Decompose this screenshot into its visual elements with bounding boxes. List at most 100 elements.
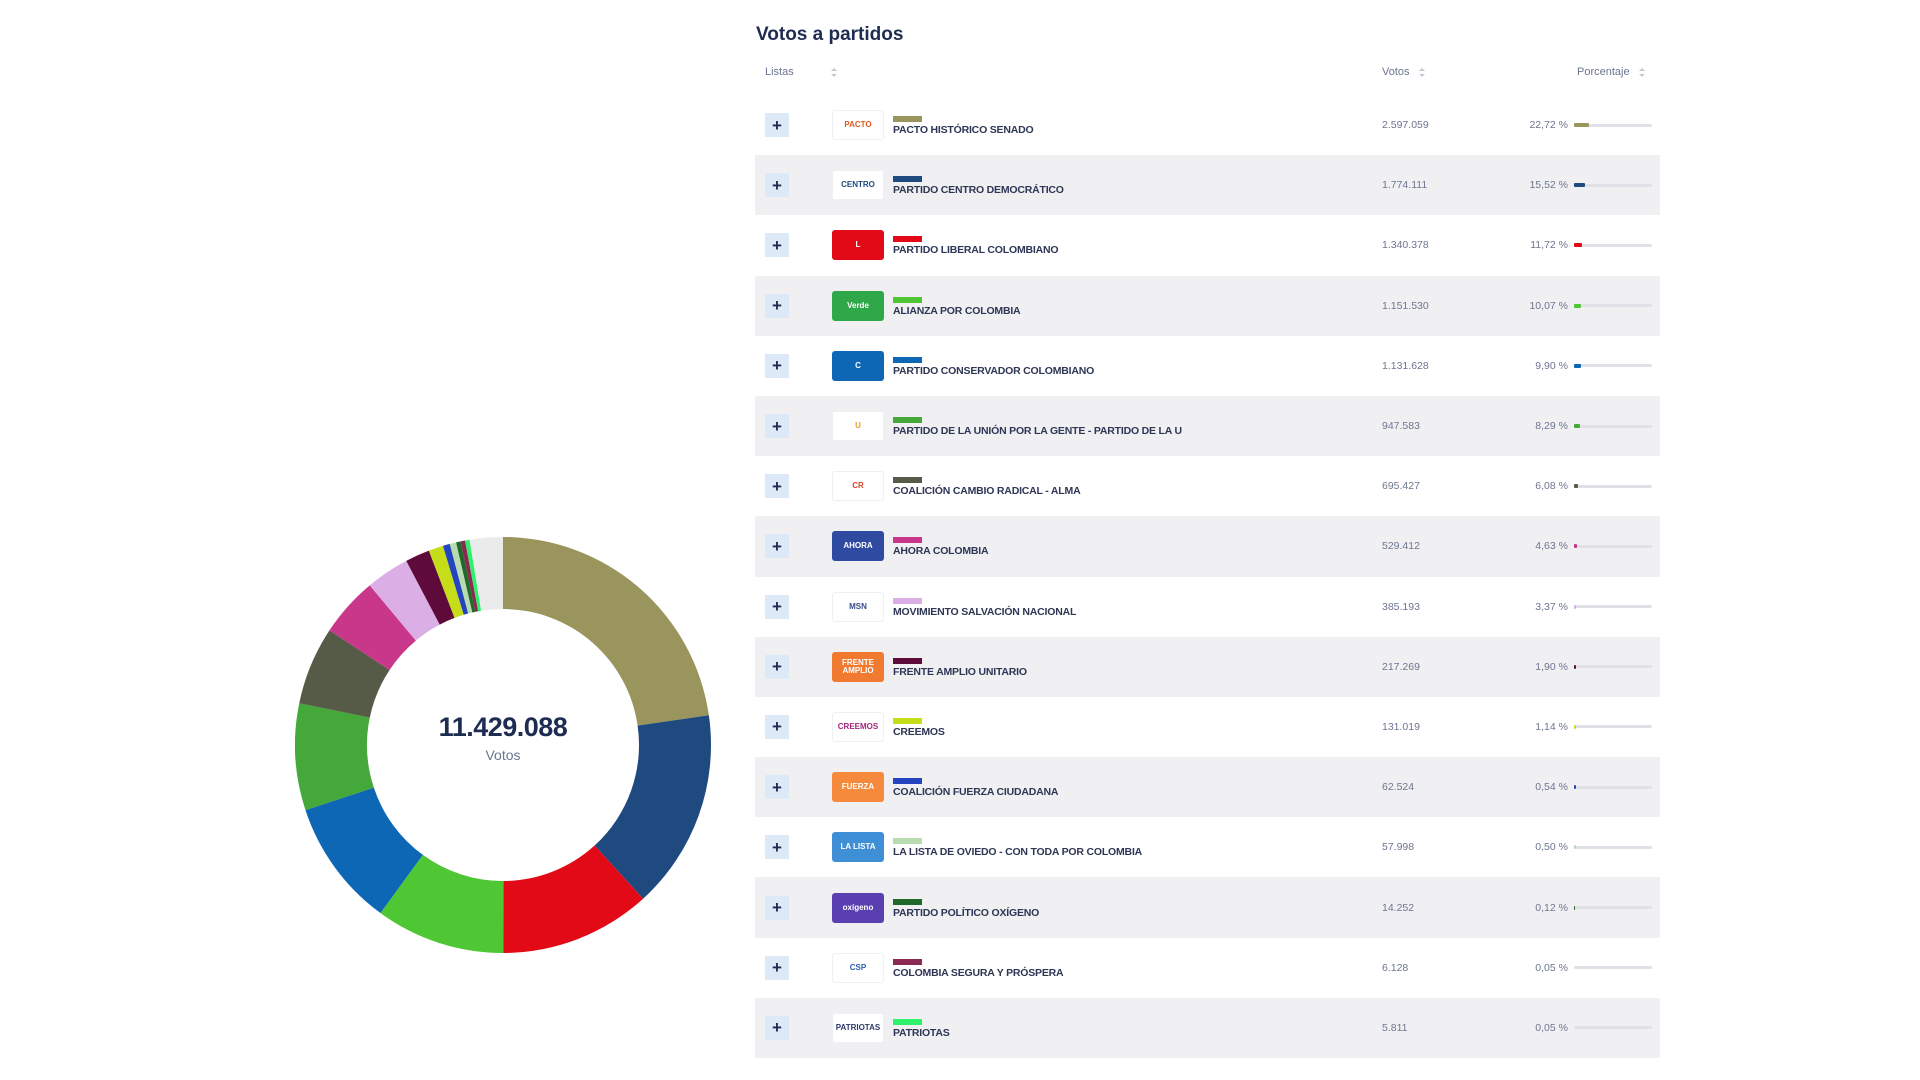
- table-row: + PATRIOTAS PATRIOTAS 5.811 0,05 %: [755, 997, 1660, 1058]
- expand-row-button[interactable]: +: [765, 714, 789, 739]
- table-row: + oxígeno PARTIDO POLÍTICO OXÍGENO 14.25…: [755, 877, 1660, 938]
- party-logo: CR: [832, 471, 884, 502]
- percentage-bar: [1574, 1025, 1652, 1030]
- party-color-swatch: [893, 176, 922, 183]
- table-row: + FRENTE AMPLIO FRENTE AMPLIO UNITARIO 2…: [755, 636, 1660, 697]
- party-name-cell: PATRIOTAS: [893, 1018, 950, 1039]
- expand-row-button[interactable]: +: [765, 173, 789, 198]
- donut-segment[interactable]: [428, 545, 464, 618]
- donut-center: 11.429.088 Votos: [295, 537, 711, 953]
- expand-row-button[interactable]: +: [765, 895, 789, 920]
- percentage-bar-fill: [1574, 243, 1582, 248]
- plus-icon: +: [772, 175, 782, 195]
- party-color-swatch: [893, 537, 922, 544]
- party-votes: 62.524: [1382, 781, 1415, 794]
- party-name-cell: ALIANZA POR COLOMBIA: [893, 296, 1021, 317]
- party-percentage: 6,08 %: [1535, 480, 1568, 493]
- party-name: LA LISTA DE OVIEDO - CON TODA POR COLOMB…: [893, 846, 1143, 859]
- donut-segment[interactable]: [299, 630, 390, 718]
- sort-icon[interactable]: [1418, 67, 1426, 77]
- donut-segment[interactable]: [329, 585, 416, 670]
- expand-row-button[interactable]: +: [765, 233, 789, 258]
- donut-segment[interactable]: [503, 845, 644, 953]
- header-votes[interactable]: Votos: [1382, 66, 1426, 78]
- party-name: COLOMBIA SEGURA Y PRÓSPERA: [893, 966, 1064, 979]
- table-row: + CREEMOS CREEMOS 131.019 1,14 %: [755, 697, 1660, 757]
- plus-icon: +: [772, 657, 782, 677]
- party-logo: L: [832, 230, 884, 261]
- expand-row-button[interactable]: +: [765, 534, 789, 559]
- table-row: + CSP COLOMBIA SEGURA Y PRÓSPERA 6.128 0…: [755, 938, 1660, 998]
- header-percentage[interactable]: Porcentaje: [1577, 66, 1646, 78]
- party-votes: 695.427: [1382, 480, 1420, 493]
- percentage-bar-fill: [1574, 664, 1576, 669]
- expand-row-button[interactable]: +: [765, 594, 789, 619]
- donut-segment[interactable]: [594, 715, 711, 899]
- party-votes: 529.412: [1382, 540, 1420, 553]
- party-logo: CENTRO: [832, 170, 884, 201]
- expand-row-button[interactable]: +: [765, 474, 789, 499]
- party-name-cell: CREEMOS: [893, 717, 945, 738]
- donut-segment[interactable]: [460, 540, 479, 612]
- donut-segment[interactable]: [305, 787, 423, 914]
- party-name: AHORA COLOMBIA: [893, 545, 989, 558]
- expand-row-button[interactable]: +: [765, 955, 789, 980]
- donut-segment-other[interactable]: [469, 537, 503, 611]
- donut-segment[interactable]: [456, 541, 476, 613]
- expand-row-button[interactable]: +: [765, 293, 789, 318]
- party-name: ALIANZA POR COLOMBIA: [893, 304, 1021, 317]
- party-logo: CSP: [832, 952, 884, 983]
- party-logo: FRENTE AMPLIO: [832, 651, 884, 682]
- party-name: COALICIÓN CAMBIO RADICAL - ALMA: [893, 485, 1081, 498]
- party-logo: FUERZA: [832, 772, 884, 803]
- party-name: FRENTE AMPLIO UNITARIO: [893, 665, 1027, 678]
- donut-segment[interactable]: [442, 543, 469, 615]
- expand-row-button[interactable]: +: [765, 414, 789, 439]
- donut-segment[interactable]: [295, 703, 374, 811]
- expand-row-button[interactable]: +: [765, 835, 789, 860]
- party-votes: 217.269: [1382, 660, 1420, 673]
- party-percentage: 0,54 %: [1535, 781, 1568, 794]
- party-color-swatch: [893, 597, 922, 604]
- plus-icon: +: [772, 1018, 782, 1038]
- party-logo: PATRIOTAS: [832, 1012, 884, 1043]
- expand-row-button[interactable]: +: [765, 775, 789, 800]
- party-percentage: 4,63 %: [1535, 540, 1568, 553]
- party-percentage: 1,90 %: [1535, 660, 1568, 673]
- header-lists[interactable]: Listas: [765, 66, 838, 78]
- donut-segment[interactable]: [465, 539, 482, 612]
- percentage-bar-fill: [1574, 123, 1590, 128]
- donut-segment[interactable]: [503, 537, 709, 726]
- party-name: PARTIDO LIBERAL COLOMBIANO: [893, 244, 1059, 257]
- expand-row-button[interactable]: +: [765, 113, 789, 138]
- donut-segment[interactable]: [449, 542, 473, 614]
- sort-icon[interactable]: [830, 67, 838, 77]
- expand-row-button[interactable]: +: [765, 1015, 789, 1040]
- party-color-swatch: [893, 657, 922, 664]
- header-percentage-label: Porcentaje: [1577, 66, 1630, 78]
- percentage-bar: [1574, 363, 1652, 368]
- plus-icon: +: [772, 296, 782, 316]
- party-percentage: 0,50 %: [1535, 841, 1568, 854]
- party-name-cell: MOVIMIENTO SALVACIÓN NACIONAL: [893, 597, 1076, 618]
- percentage-bar-fill: [1574, 724, 1576, 729]
- panel-title: Votos a partidos: [756, 24, 904, 45]
- expand-row-button[interactable]: +: [765, 654, 789, 679]
- donut-svg: [295, 537, 711, 953]
- party-name: PARTIDO POLÍTICO OXÍGENO: [893, 906, 1040, 919]
- percentage-bar-fill: [1574, 484, 1579, 489]
- party-logo: MSN: [832, 591, 884, 622]
- party-percentage: 9,90 %: [1535, 359, 1568, 372]
- table-row: + CENTRO PARTIDO CENTRO DEMOCRÁTICO 1.77…: [755, 155, 1660, 216]
- party-name-cell: COALICIÓN CAMBIO RADICAL - ALMA: [893, 477, 1081, 498]
- party-votes: 6.128: [1382, 961, 1409, 974]
- party-percentage: 0,05 %: [1535, 1021, 1568, 1034]
- plus-icon: +: [772, 898, 782, 918]
- expand-row-button[interactable]: +: [765, 353, 789, 378]
- sort-icon[interactable]: [1638, 67, 1646, 77]
- donut-segment[interactable]: [380, 854, 504, 953]
- donut-segment[interactable]: [406, 550, 455, 625]
- percentage-bar: [1574, 243, 1652, 248]
- donut-segment[interactable]: [369, 560, 440, 641]
- party-color-swatch: [893, 356, 922, 363]
